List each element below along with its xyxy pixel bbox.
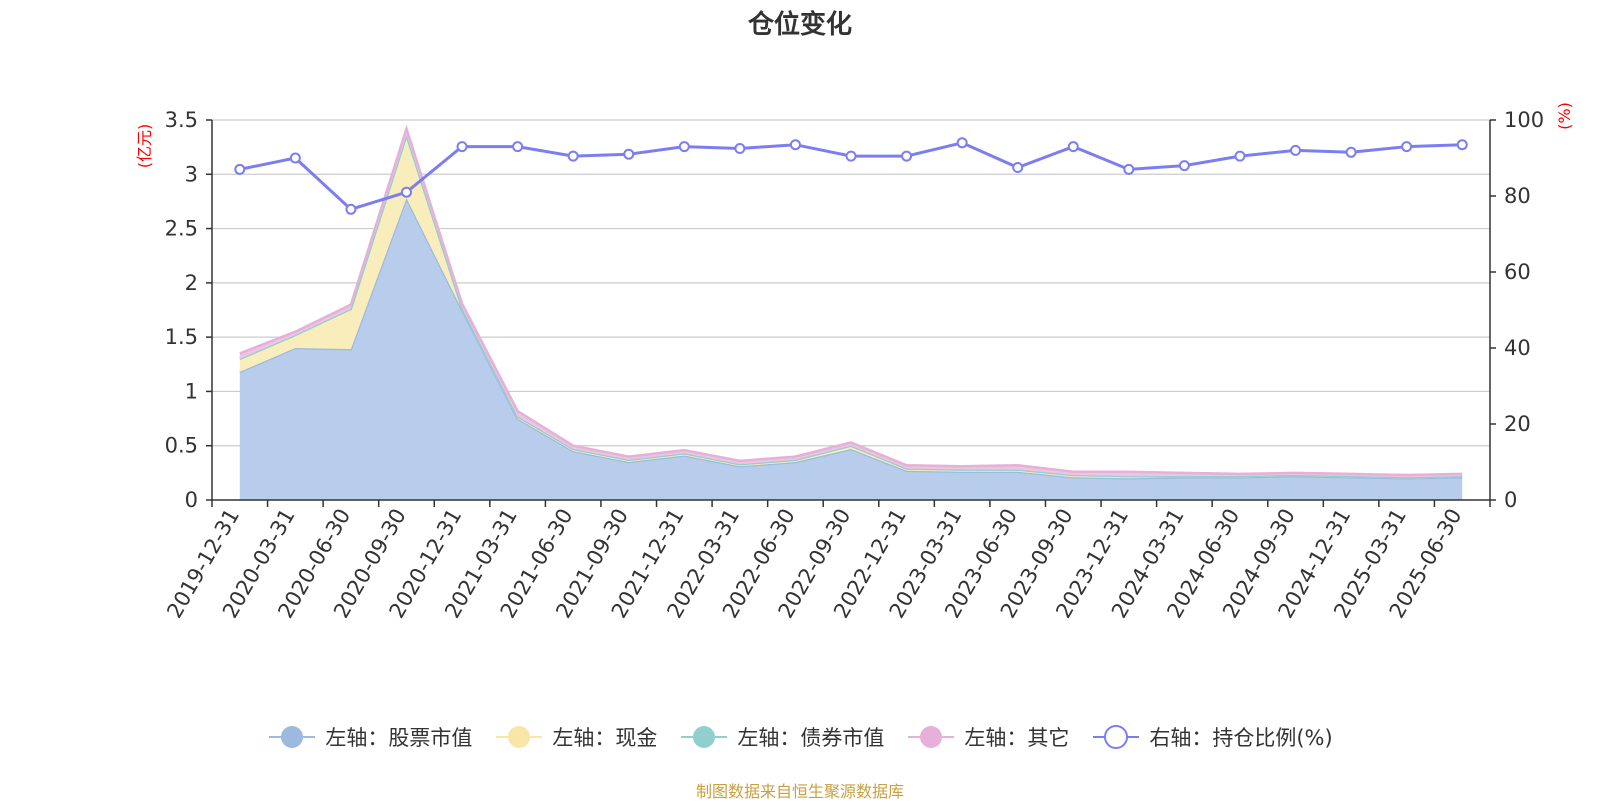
ratio-point bbox=[400, 186, 412, 198]
legend-item[interactable]: 左轴：股票市值 bbox=[267, 722, 472, 752]
right-axis-tick-label: 20 bbox=[1504, 412, 1531, 436]
ratio-point bbox=[234, 163, 246, 175]
ratio-point bbox=[1012, 162, 1024, 173]
ratio-point bbox=[845, 150, 857, 162]
ratio-line-layer bbox=[234, 137, 1468, 215]
legend-swatch-icon bbox=[496, 726, 543, 748]
legend-label: 左轴：其它 bbox=[964, 726, 1070, 750]
left-axis-tick-label: 0 bbox=[185, 488, 198, 512]
right-axis-tick-label: 0 bbox=[1504, 488, 1517, 512]
left-axis-tick-label: 0.5 bbox=[165, 434, 198, 458]
legend-label: 左轴：现金 bbox=[552, 726, 658, 750]
legend-swatch-icon bbox=[681, 726, 728, 748]
legend-swatch-icon bbox=[908, 726, 955, 748]
legend-swatch-icon bbox=[1093, 725, 1140, 749]
right-axis-tick-label: 60 bbox=[1504, 260, 1531, 284]
ratio-point bbox=[901, 150, 913, 162]
left-axis-tick-label: 1.5 bbox=[165, 325, 198, 349]
ratio-point bbox=[678, 141, 690, 153]
ratio-point bbox=[623, 148, 635, 160]
left-axis-unit-label: (亿元) bbox=[135, 124, 154, 169]
source-note: 制图数据来自恒生聚源数据库 bbox=[695, 782, 904, 801]
area-edge-左轴：其它 bbox=[239, 124, 1463, 477]
ratio-point bbox=[1178, 160, 1190, 172]
left-axis-tick-label: 2.5 bbox=[165, 217, 198, 241]
ratio-point bbox=[567, 150, 579, 162]
legend-item[interactable]: 左轴：其它 bbox=[906, 722, 1069, 752]
ratio-point bbox=[512, 141, 524, 153]
right-axis-unit-label: (%) bbox=[1555, 102, 1574, 130]
ratio-point bbox=[789, 139, 801, 151]
ratio-point bbox=[734, 143, 746, 154]
ratio-point bbox=[289, 152, 301, 164]
right-axis-tick-label: 100 bbox=[1504, 108, 1544, 132]
left-axis-tick-label: 2 bbox=[185, 271, 198, 295]
ratio-point bbox=[1123, 163, 1135, 175]
area-左轴：股票市值 bbox=[239, 198, 1463, 500]
legend-label: 左轴：股票市值 bbox=[325, 726, 473, 750]
right-axis-tick-label: 80 bbox=[1504, 184, 1531, 208]
legend-label: 左轴：债券市值 bbox=[737, 726, 885, 750]
legend-item[interactable]: 左轴：现金 bbox=[494, 722, 657, 752]
ratio-point bbox=[1401, 141, 1413, 153]
legend-label: 右轴：持仓比例(%) bbox=[1149, 726, 1333, 750]
legend-swatch-icon bbox=[269, 726, 316, 748]
left-axis-tick-label: 3 bbox=[185, 162, 198, 186]
ratio-point bbox=[1290, 144, 1302, 156]
right-axis-tick-label: 40 bbox=[1504, 336, 1531, 360]
ratio-point bbox=[1067, 141, 1079, 153]
legend-item[interactable]: 右轴：持仓比例(%) bbox=[1091, 722, 1333, 752]
ratio-point bbox=[956, 137, 968, 149]
ratio-point bbox=[1345, 146, 1357, 158]
left-axis-tick-label: 1 bbox=[185, 379, 198, 403]
ratio-point bbox=[1456, 139, 1468, 151]
chart-title: 仓位变化 bbox=[747, 10, 852, 40]
ratio-point bbox=[456, 141, 468, 153]
ratio-point bbox=[1234, 150, 1246, 162]
left-axis-tick-label: 3.5 bbox=[165, 108, 198, 132]
stacked-areas bbox=[239, 124, 1463, 500]
chart-legend: 左轴：股票市值 左轴：现金 左轴：债券市值 左轴：其它 右轴：持仓比例(%) bbox=[0, 722, 1600, 752]
ratio-point bbox=[345, 203, 357, 215]
legend-item[interactable]: 左轴：债券市值 bbox=[679, 722, 884, 752]
